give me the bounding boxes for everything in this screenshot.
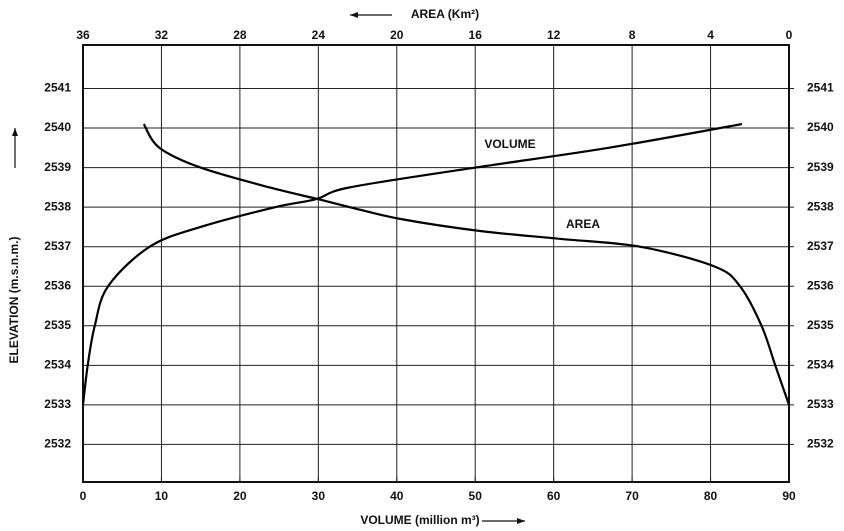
x2-axis-label: AREA (Km²)	[411, 7, 479, 21]
y-tick-label: 2539	[44, 160, 71, 174]
x-tick-label: 0	[80, 489, 87, 503]
x2-tick-label: 36	[76, 28, 90, 42]
y2-tick-label: 2541	[807, 81, 834, 95]
x2-tick-label: 20	[390, 28, 404, 42]
x2-tick-label: 12	[547, 28, 561, 42]
y-tick-label: 2537	[44, 239, 71, 253]
x2-tick-label: 28	[233, 28, 247, 42]
data-line	[81, 123, 743, 406]
data-line	[142, 123, 791, 406]
x2-tick-label: 0	[786, 28, 793, 42]
y-tick-label: 2534	[44, 358, 71, 372]
x2-tick-label: 4	[707, 28, 714, 42]
x-tick-label: 50	[469, 489, 483, 503]
x-tick-label: 60	[547, 489, 561, 503]
y2-tick-label: 2540	[807, 120, 834, 134]
series-label: VOLUME	[484, 137, 535, 151]
y-tick-label: 2533	[44, 397, 71, 411]
y-arrow	[12, 128, 18, 168]
x2-tick-label: 16	[469, 28, 483, 42]
x2-arrow	[350, 12, 392, 18]
x-tick-label: 20	[233, 489, 247, 503]
x-tick-label: 30	[312, 489, 326, 503]
x2-tick-label: 24	[312, 28, 326, 42]
y2-tick-label: 2535	[807, 318, 834, 332]
y2-tick-label: 2537	[807, 239, 834, 253]
plot-frame	[82, 44, 790, 483]
x-tick-label: 70	[625, 489, 639, 503]
y2-tick-label: 2534	[807, 358, 834, 372]
x-tick-label: 40	[390, 489, 404, 503]
y2-tick-label: 2538	[807, 199, 834, 213]
y2-tick-label: 2533	[807, 397, 834, 411]
y-axis-label: ELEVATION (m.s.n.m.)	[7, 237, 21, 364]
x-tick-label: 90	[782, 489, 796, 503]
y-tick-label: 2540	[44, 120, 71, 134]
y-tick-label: 2538	[44, 199, 71, 213]
y-tick-label: 2541	[44, 81, 71, 95]
y-tick-label: 2535	[44, 318, 71, 332]
y-tick-label: 2536	[44, 278, 71, 292]
x2-tick-label: 8	[629, 28, 636, 42]
x-arrow	[482, 518, 525, 524]
series-label: AREA	[566, 217, 600, 231]
y2-tick-label: 2532	[807, 437, 834, 451]
y-tick-label: 2532	[44, 437, 71, 451]
x-axis-label: VOLUME (million m³)	[360, 513, 479, 527]
x-tick-label: 10	[155, 489, 169, 503]
x2-tick-label: 32	[155, 28, 169, 42]
y2-tick-label: 2539	[807, 160, 834, 174]
x-tick-label: 80	[704, 489, 718, 503]
y2-tick-label: 2536	[807, 278, 834, 292]
